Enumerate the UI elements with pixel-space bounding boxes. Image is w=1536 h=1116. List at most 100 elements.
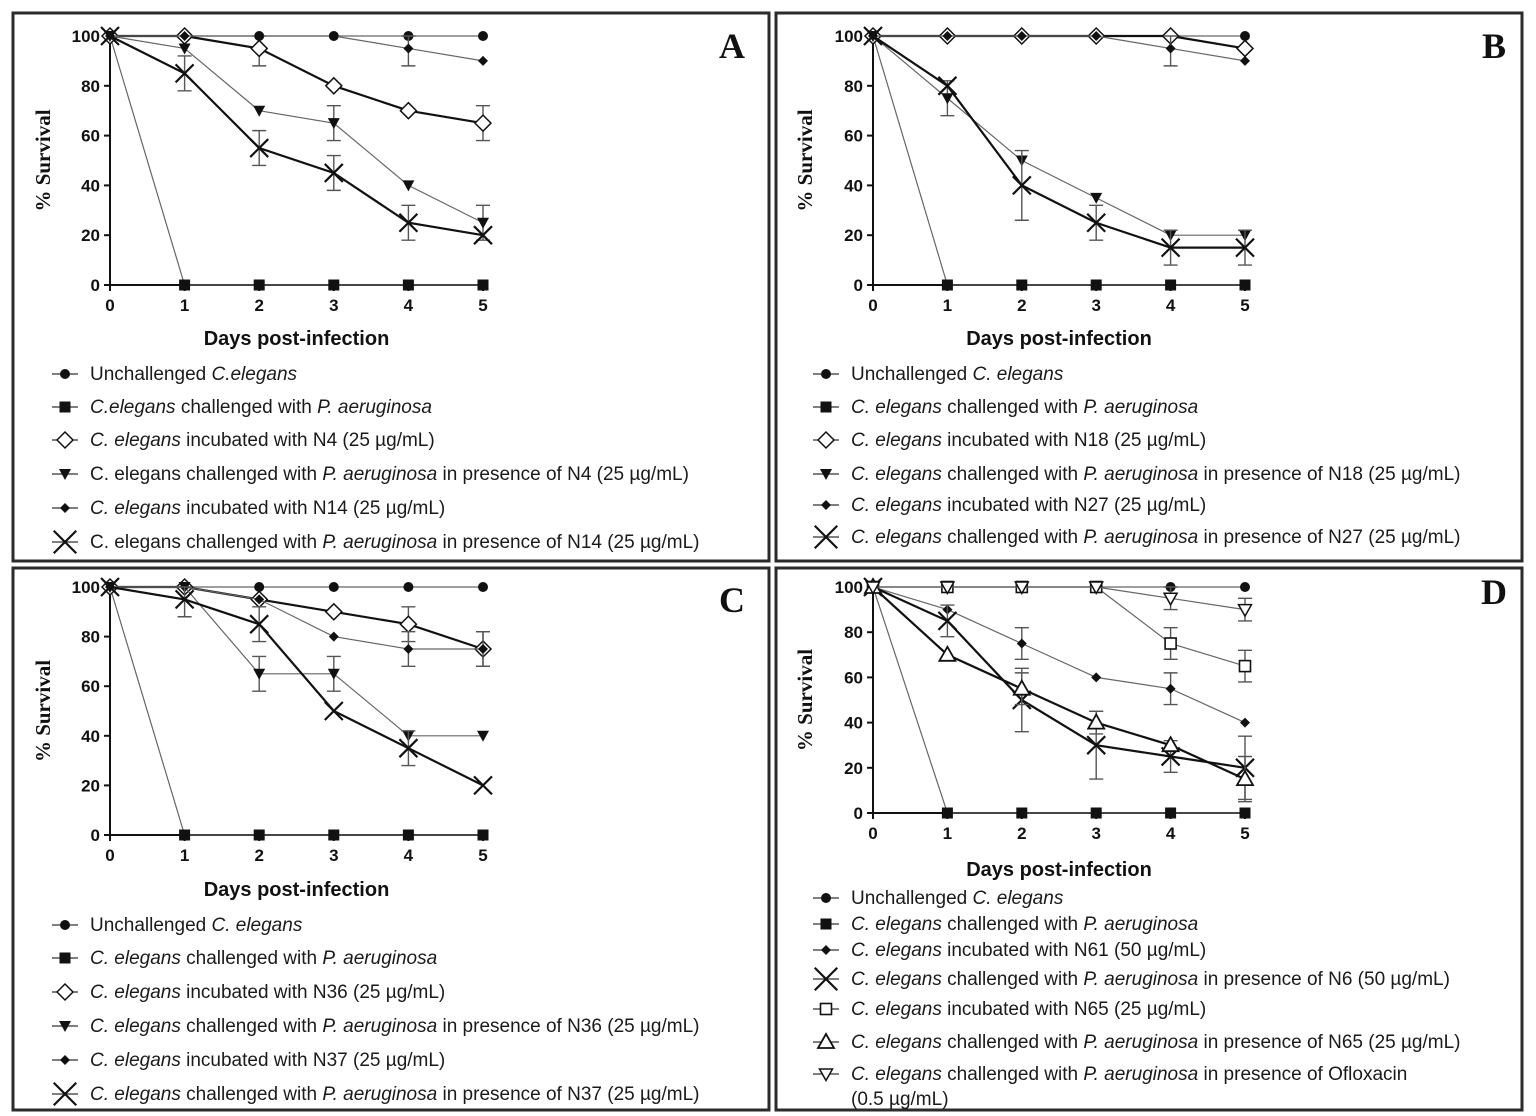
legend-label: Unchallenged C. elegans: [851, 364, 1064, 385]
legend-label: C.elegans challenged with P. aeruginosa: [90, 397, 432, 418]
data-point: [249, 138, 269, 158]
legend-label: Unchallenged C.elegans: [90, 364, 298, 385]
series-4: [863, 577, 1255, 801]
data-point: [1162, 592, 1179, 607]
y-tick-label: 0: [854, 804, 863, 823]
data-point: [253, 668, 266, 680]
legend-marker: [52, 529, 78, 555]
legend-label-continued: (0.5 µg/mL): [851, 1089, 949, 1110]
legend-label: C. elegans challenged with P. aeruginosa…: [851, 1032, 1461, 1053]
data-point: [1012, 175, 1032, 196]
legend-item: C. elegans challenged with P. aeruginosa…: [813, 1064, 1407, 1110]
y-tick-label: 0: [91, 276, 100, 295]
y-axis-title: % Survival: [793, 649, 817, 751]
x-tick-label: 4: [1166, 824, 1176, 843]
y-tick-label: 100: [835, 27, 863, 46]
x-tick-label: 3: [1091, 296, 1100, 315]
y-axis-title: % Survival: [31, 660, 55, 762]
data-point: [253, 829, 265, 841]
legend-item: C. elegans challenged with P. aeruginosa…: [52, 1016, 700, 1037]
x-tick-label: 1: [943, 824, 952, 843]
data-point: [178, 43, 191, 55]
legend: Unchallenged C. elegans C. elegans challe…: [813, 364, 1461, 550]
data-point: [324, 76, 343, 95]
legend-item: Unchallenged C.elegans: [52, 364, 298, 385]
data-point: [941, 279, 953, 291]
series-5: [868, 31, 1250, 67]
series-line: [110, 34, 484, 125]
y-tick-label: 40: [81, 727, 100, 746]
series-2: [104, 581, 489, 841]
data-point: [1235, 39, 1255, 58]
series-line: [873, 34, 1246, 50]
series-6: [863, 26, 1255, 266]
panel-frame: [774, 566, 1524, 1112]
data-point: [399, 101, 418, 120]
data-point: [1086, 735, 1106, 755]
data-point: [250, 39, 269, 58]
panel-b: 0 20 40 60 80 100 0 1 2 3 4 5 Days post-infection % S…: [774, 11, 1524, 563]
data-point: [1086, 212, 1106, 233]
legend-item: C. elegans incubated with N37 (25 µg/mL): [52, 1050, 445, 1071]
data-point: [937, 644, 957, 662]
legend-label: C. elegans challenged with P. aeruginosa…: [90, 1016, 700, 1037]
y-tick-label: 40: [844, 176, 863, 195]
y-tick-label: 20: [844, 226, 863, 245]
legend-marker: [52, 1081, 78, 1107]
legend-label: Unchallenged C. elegans: [90, 915, 303, 936]
x-axis-title: Days post-infection: [204, 879, 390, 901]
data-point: [1088, 581, 1104, 596]
panel-d: 0 20 40 60 80 100 0 1 2 3 4 5 Days post-infection % S…: [774, 566, 1524, 1112]
y-tick-label: 60: [844, 668, 863, 687]
x-tick-label: 0: [868, 296, 877, 315]
legend-marker: [59, 469, 71, 480]
legend-item: C. elegans challenged with P. aeruginosa: [52, 948, 437, 969]
legend-label: C. elegans challenged with P. aeruginosa…: [90, 464, 689, 485]
data-point: [1016, 638, 1027, 649]
legend-item: C. elegans challenged with P. aeruginosa…: [52, 1081, 700, 1107]
data-point: [939, 581, 956, 596]
data-point: [1086, 712, 1106, 730]
series-line: [110, 35, 484, 62]
data-point: [1165, 279, 1177, 291]
data-point: [324, 163, 344, 183]
y-tick-label: 60: [844, 127, 863, 146]
data-point: [478, 31, 488, 41]
legend-marker: [60, 503, 70, 513]
data-point: [1016, 807, 1028, 819]
legend-marker: [816, 1032, 836, 1049]
data-point: [1091, 31, 1102, 41]
y-tick-label: 80: [844, 623, 863, 642]
data-point: [179, 31, 190, 41]
x-tick-label: 5: [478, 296, 487, 315]
data-point: [1240, 582, 1250, 592]
legend: Unchallenged C. elegans C. elegans challe…: [813, 888, 1461, 1110]
x-tick-label: 3: [329, 846, 338, 865]
data-point: [478, 644, 488, 654]
legend-label: C. elegans incubated with N4 (25 µg/mL): [90, 430, 435, 451]
x-axis-title: Days post-infection: [966, 328, 1152, 350]
data-point: [1016, 31, 1027, 41]
data-point: [100, 26, 120, 46]
y-tick-label: 40: [81, 176, 100, 195]
data-point: [327, 118, 340, 130]
legend-item: C. elegans incubated with N65 (25 µg/mL): [813, 999, 1206, 1020]
legend-item: C. elegans challenged with P. aeruginosa…: [813, 464, 1461, 485]
data-point: [179, 279, 191, 291]
legend-item: C. elegans incubated with N18 (25 µg/mL): [813, 430, 1206, 451]
data-point: [1165, 807, 1177, 819]
series-line: [109, 586, 483, 836]
data-point: [254, 31, 265, 41]
legend-marker: [816, 430, 836, 450]
x-axis-title: Days post-infection: [966, 859, 1152, 881]
data-point: [403, 43, 414, 54]
panel-letter: A: [719, 26, 745, 66]
legend-marker: [820, 469, 832, 480]
data-point: [473, 225, 493, 245]
series-5: [866, 580, 1252, 683]
series-2: [867, 581, 1251, 819]
legend-label: C. elegans incubated with N37 (25 µg/mL): [90, 1050, 445, 1071]
series-3: [100, 577, 493, 668]
data-point: [328, 31, 339, 41]
